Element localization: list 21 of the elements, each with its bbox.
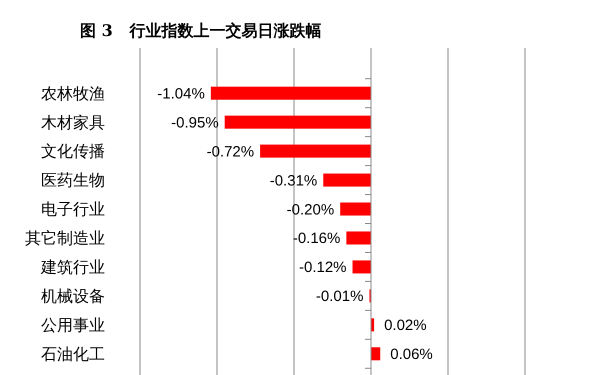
data-label: -0.72% — [206, 143, 254, 160]
data-label: -0.16% — [292, 230, 340, 248]
y-tick-label: 公用事业 — [41, 315, 105, 334]
data-label: -0.20% — [286, 201, 334, 218]
y-tick-label: 文化传播 — [41, 142, 105, 161]
data-label: -0.95% — [171, 114, 219, 132]
data-label: -0.01% — [316, 288, 364, 306]
y-tick-label: 电子行业 — [41, 200, 105, 219]
y-tick-label: 石油化工 — [41, 344, 105, 364]
y-tick-label: 医药生物 — [41, 170, 105, 190]
data-label: -0.12% — [298, 259, 347, 276]
y-tick-label: 木材家具 — [41, 112, 105, 132]
y-tick-label: 其它制造业 — [25, 228, 105, 248]
y-tick-label: 建筑行业 — [40, 258, 105, 277]
y-tick-label: 机械设备 — [41, 286, 105, 306]
data-label: 0.06% — [390, 346, 433, 364]
data-label: 0.02% — [384, 317, 427, 334]
y-tick-label: 农林牧渔 — [41, 84, 105, 103]
data-label: -0.31% — [270, 172, 318, 190]
chart-title: 图 3 行业指数上一交易日涨跌幅 — [80, 21, 322, 40]
data-label: -1.04% — [157, 85, 205, 102]
